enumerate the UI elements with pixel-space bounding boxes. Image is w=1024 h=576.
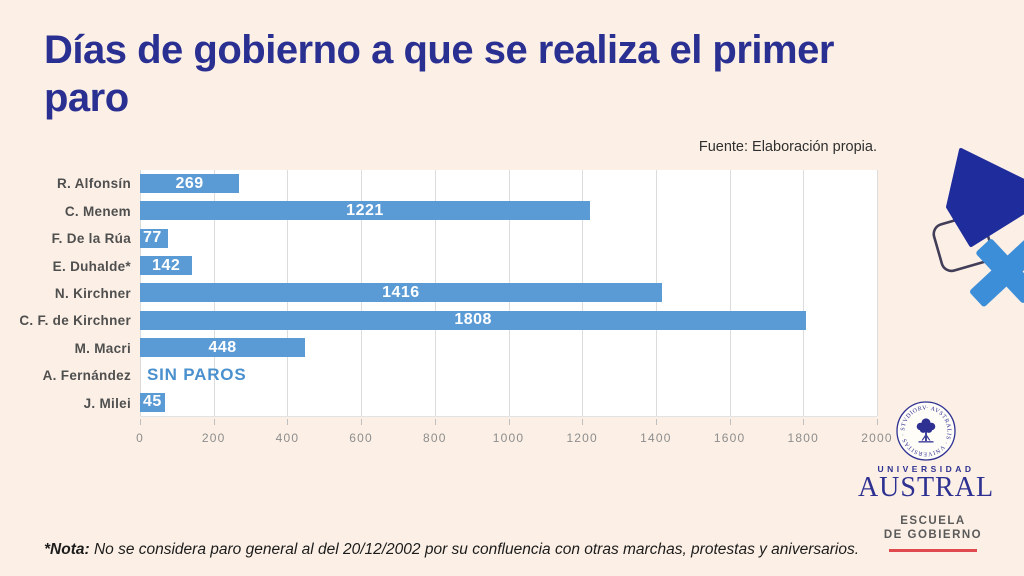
axis-tick [877, 419, 878, 425]
category-label: C. Menem [64, 203, 131, 219]
bar-row: 269 [140, 170, 877, 197]
bar: 1416 [140, 283, 662, 303]
austral-wordmark: AUSTRAL [857, 472, 995, 503]
footnote-text: No se considera paro general al del 20/1… [89, 541, 860, 558]
axis-tick-label: 800 [422, 431, 447, 445]
light-blue-cross-shape [970, 235, 1024, 307]
axis-tick-label: 1400 [640, 431, 672, 445]
axis-tick-label: 0 [136, 431, 144, 445]
bar-value-label: 142 [152, 256, 181, 274]
bar-row: 1221 [140, 197, 877, 224]
bar: 77 [140, 228, 169, 248]
category-label: R. Alfonsín [56, 176, 131, 192]
footnote-label: *Nota: [44, 541, 90, 558]
bar: 45 [140, 392, 165, 412]
bar-row: 142 [140, 252, 877, 279]
axis-tick [655, 419, 657, 425]
bar: 448 [140, 338, 306, 358]
bar-value-label: 77 [140, 228, 165, 248]
bar-value-label: 269 [175, 174, 204, 192]
school-label: ESCUELA DE GOBIERNO [883, 515, 983, 542]
bar-row: 448 [140, 334, 877, 361]
axis-tick [140, 419, 141, 425]
bar: 1221 [140, 201, 590, 221]
axis-tick [729, 419, 731, 425]
category-label: C. F. de Kirchner [19, 313, 131, 329]
bar-row: 1808 [140, 307, 877, 334]
bar-row: 1416 [140, 279, 877, 306]
axis-tick-label: 1200 [566, 431, 598, 445]
bar-row: SIN PAROS [140, 361, 877, 388]
bar: 1808 [140, 310, 807, 330]
axis-tick [582, 419, 584, 425]
footnote: *Nota: No se considera paro general al d… [44, 541, 944, 559]
no-strike-label: SIN PAROS [147, 364, 247, 384]
category-label: E. Duhalde* [52, 258, 131, 274]
gridline [803, 170, 805, 416]
austral-logo: · AVSTRALIS · VNIVERSITAS · STVDIORVM · … [856, 400, 996, 552]
category-label: M. Macri [74, 340, 131, 356]
axis-tick-label: 1800 [787, 431, 820, 445]
category-label: F. De la Rúa [51, 231, 131, 247]
bar-row: 45 [140, 389, 877, 416]
axis-tick-label: 2000 [861, 431, 893, 445]
axis-tick [287, 419, 289, 425]
bar-value-label: 448 [208, 338, 237, 356]
bar-value-label: 45 [140, 392, 165, 412]
chart-category-labels: R. Alfonsín C. Menem F. De la Rúa E. Duhald… [0, 170, 131, 417]
bar: 142 [140, 256, 193, 276]
source-text: Fuente: Elaboración propia. [698, 139, 877, 155]
axis-tick-label: 200 [201, 431, 226, 445]
axis-tick-label: 1600 [713, 431, 746, 445]
bar-row: 77 [140, 225, 877, 252]
axis-tick-label: 600 [349, 431, 373, 445]
university-seal-icon: · AVSTRALIS · VNIVERSITAS · STVDIORVM · [896, 401, 956, 461]
dark-triangle-shape [946, 148, 1024, 247]
category-label: A. Fernández [42, 368, 131, 384]
axis-tick [361, 419, 363, 425]
seal-tree-icon [916, 418, 936, 443]
decorative-shapes [932, 148, 1024, 307]
bar-value-label: 1808 [454, 311, 492, 329]
bar-value-label: 1221 [346, 201, 384, 219]
axis-tick [434, 419, 436, 425]
bar: 269 [140, 174, 240, 194]
outlined-square-shape [932, 213, 994, 273]
axis-tick [508, 419, 510, 425]
bar-value-label: 1416 [382, 283, 420, 301]
category-label: J. Milei [83, 395, 131, 411]
axis-tick [803, 419, 805, 425]
gridline [877, 170, 878, 416]
chart-x-axis: 0 200 400 600 800 1000 1200 1400 1600 1800 2000 [136, 417, 892, 453]
university-label: UNIVERSIDAD [877, 464, 975, 474]
axis-tick-label: 400 [275, 431, 300, 445]
axis-tick [213, 419, 215, 425]
axis-tick-label: 1000 [492, 431, 525, 445]
gridline [729, 170, 731, 416]
chart-plot: 269 1221 77 142 1416 1808 448 SIN PAROS 45 [140, 170, 878, 417]
chart-bars: 269 1221 77 142 1416 1808 448 SIN PAROS 45 [140, 170, 877, 416]
page-title: Días de gobierno a que se realiza el pri… [44, 28, 834, 120]
category-label: N. Kirchner [54, 285, 131, 301]
logo-red-underline [889, 548, 977, 552]
